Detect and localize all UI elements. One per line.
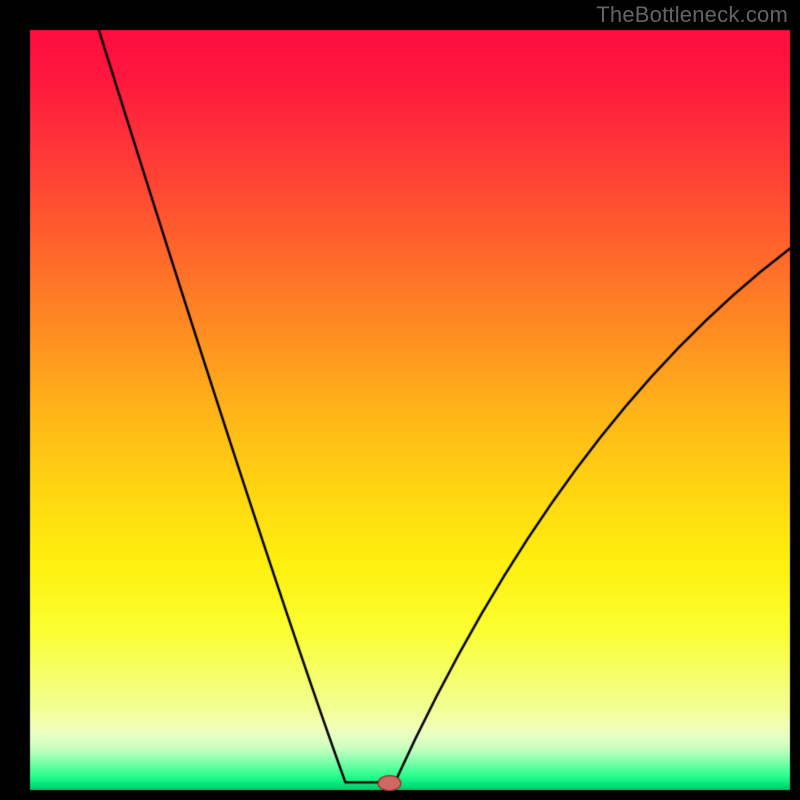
watermark-text: TheBottleneck.com bbox=[596, 2, 788, 28]
bottleneck-chart-canvas bbox=[0, 0, 800, 800]
